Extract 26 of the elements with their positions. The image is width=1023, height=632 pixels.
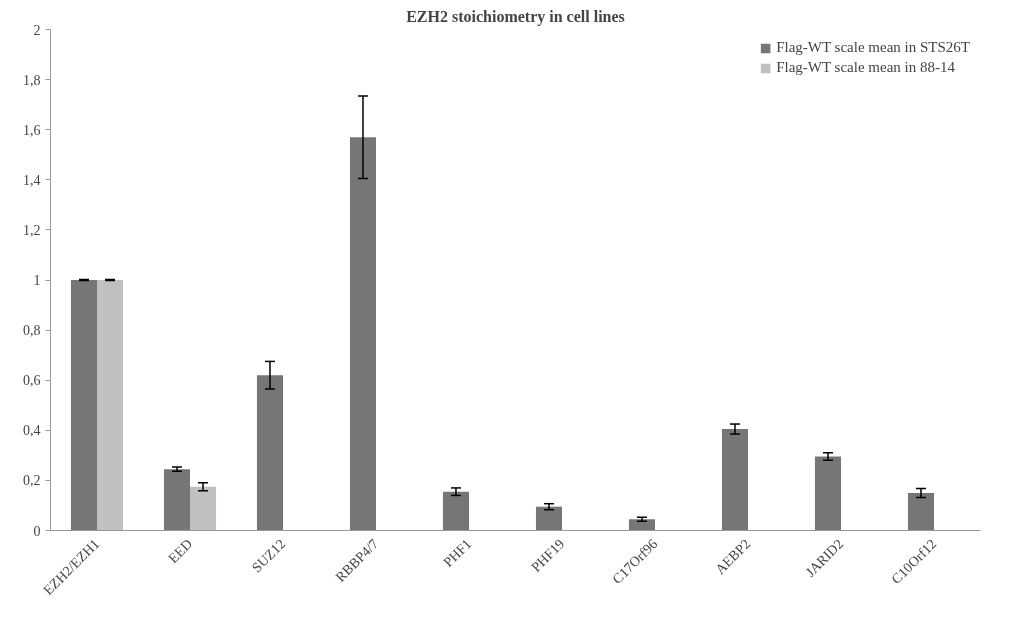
bar: [190, 486, 217, 531]
bar: [814, 456, 841, 531]
bar: [721, 429, 748, 531]
y-tick-label: 2: [33, 22, 41, 38]
bar: [442, 491, 469, 531]
legend-label: Flag-WT scale mean in 88-14: [776, 59, 955, 76]
bar: [628, 519, 655, 531]
y-tick-label: 0,8: [23, 323, 41, 339]
y-tick-label: 1,4: [23, 172, 41, 188]
y-tick-label: 1: [33, 273, 41, 288]
y-tick-label: 1,6: [23, 122, 41, 138]
bar: [535, 506, 562, 531]
bar: [70, 280, 97, 531]
y-tick-label: 0,2: [23, 473, 41, 489]
bar: [349, 137, 376, 531]
legend-label: Flag-WT scale mean in STS26T: [776, 39, 970, 56]
bar: [256, 375, 283, 531]
y-tick-label: 0: [33, 523, 41, 539]
y-tick-label: 1,2: [23, 222, 41, 238]
chart-title: EZH2 stoichiometry in cell lines: [406, 7, 625, 26]
bar: [907, 492, 934, 531]
y-tick-label: 0,6: [23, 373, 41, 389]
bar: [163, 469, 190, 531]
y-tick-label: 0,4: [23, 423, 41, 439]
bar: [97, 280, 124, 531]
y-tick-label: 1,8: [23, 72, 41, 88]
